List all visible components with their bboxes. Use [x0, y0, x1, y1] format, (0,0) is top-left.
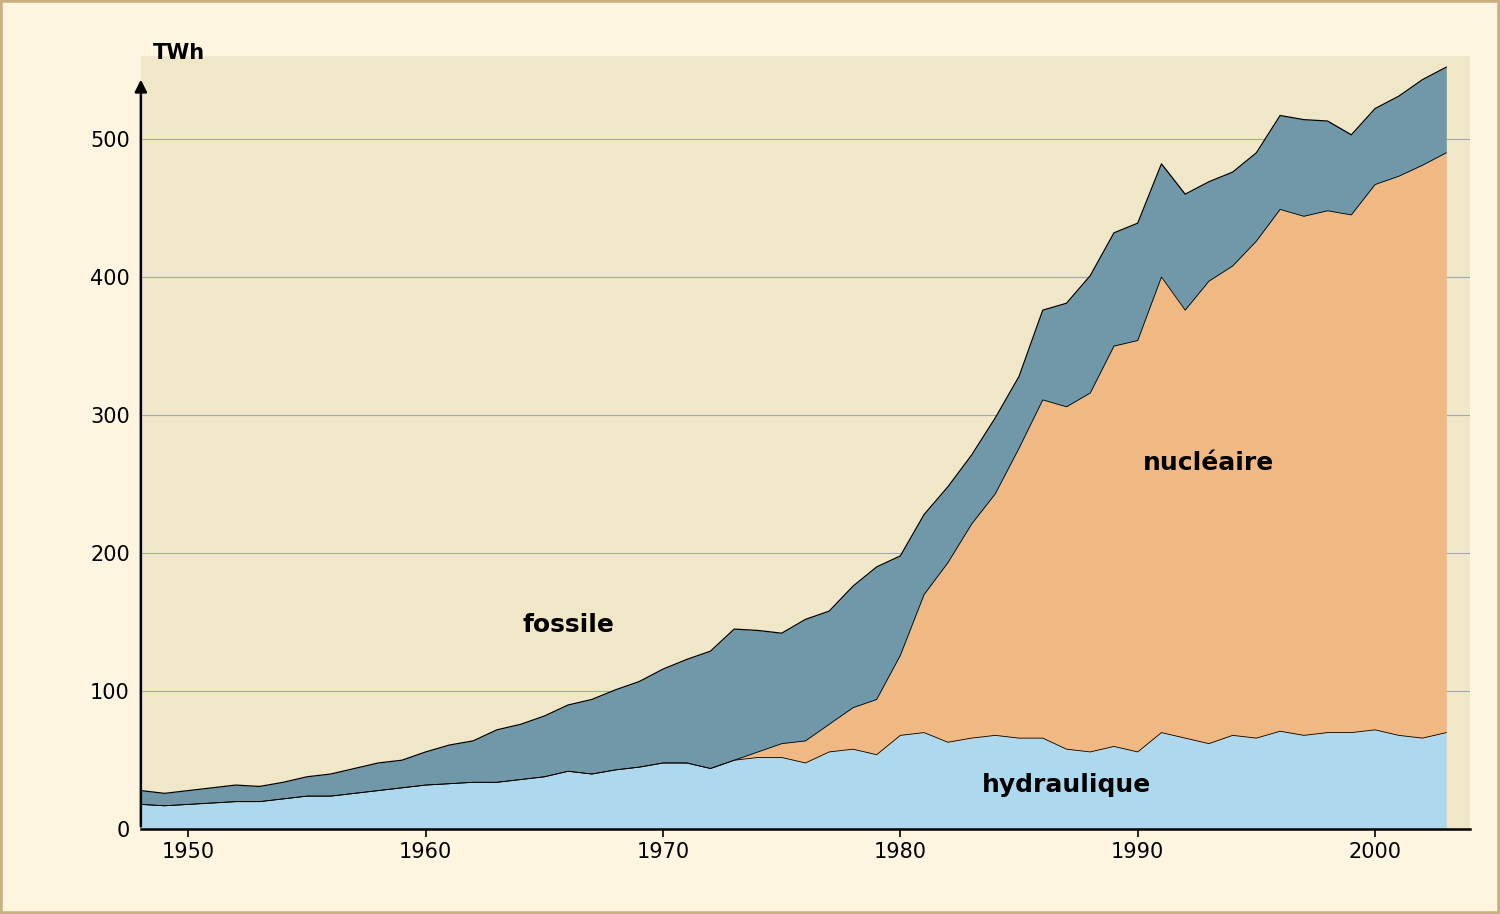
Text: nucléaire: nucléaire	[1143, 452, 1275, 475]
Text: fossile: fossile	[522, 613, 614, 637]
Text: TWh: TWh	[153, 43, 206, 63]
Text: hydraulique: hydraulique	[982, 773, 1150, 797]
